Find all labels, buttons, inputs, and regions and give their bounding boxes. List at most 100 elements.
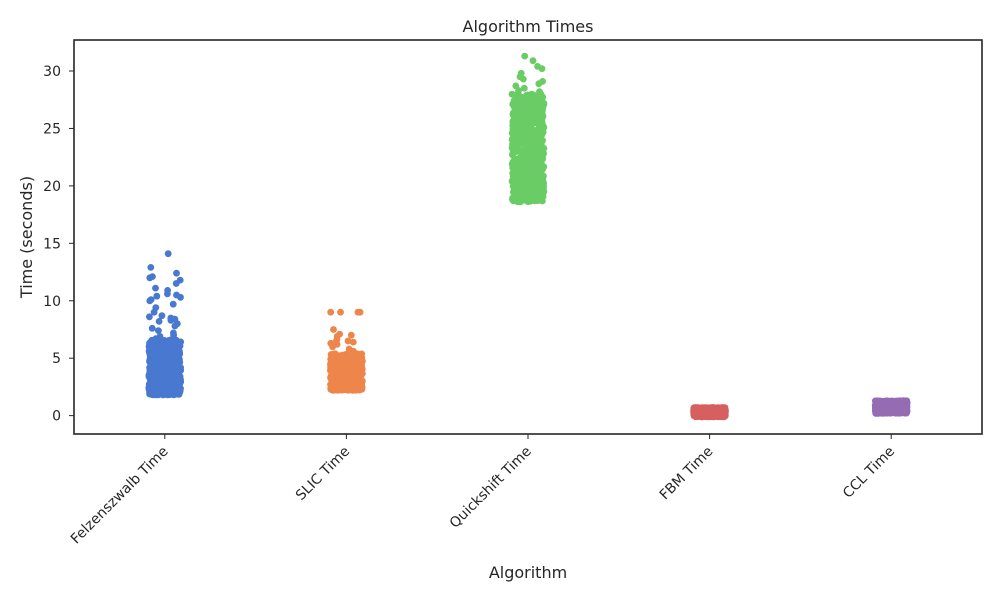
data-point (357, 351, 365, 358)
data-point (342, 372, 350, 380)
data-point (351, 361, 359, 368)
data-point (526, 124, 534, 132)
x-tick-label: Quickshift Time (447, 444, 535, 532)
data-point (518, 148, 525, 156)
data-point (162, 367, 169, 375)
data-point (169, 300, 177, 308)
data-point (711, 410, 719, 418)
data-point (329, 384, 337, 392)
data-point (512, 155, 519, 163)
data-point (146, 313, 153, 321)
data-point (166, 343, 174, 351)
data-point (529, 105, 537, 113)
data-point (160, 344, 168, 352)
data-point (173, 340, 181, 348)
data-point (328, 359, 336, 367)
data-point (164, 338, 172, 346)
data-point (175, 383, 182, 391)
data-point (146, 274, 154, 282)
data-point (158, 312, 166, 320)
data-point (538, 107, 546, 115)
data-point (897, 400, 905, 407)
data-point (145, 373, 153, 381)
data-point (521, 52, 529, 60)
data-point (338, 385, 345, 392)
data-point (523, 190, 530, 197)
data-point (523, 137, 531, 144)
data-point (529, 57, 537, 65)
data-point (147, 367, 155, 374)
data-point (177, 293, 184, 301)
data-point (336, 374, 343, 381)
data-point (539, 94, 546, 101)
y-tick-label: 15 (43, 236, 61, 252)
data-point (523, 93, 531, 100)
data-point (510, 186, 518, 194)
y-axis-ticks: 0 5 10 15 20 25 30 (43, 64, 74, 425)
data-point (164, 250, 172, 258)
data-point (337, 308, 344, 316)
data-point (152, 335, 160, 343)
points-layer (145, 52, 911, 421)
data-point (873, 404, 881, 412)
y-tick-label: 0 (52, 409, 61, 425)
data-point (520, 84, 528, 92)
data-point (511, 122, 519, 130)
data-point (539, 155, 547, 163)
data-point (157, 377, 164, 385)
data-point (164, 290, 171, 298)
data-point (514, 114, 522, 122)
data-point (146, 383, 154, 391)
x-tick-label: Felzenszwalb Time (68, 444, 172, 548)
data-point (173, 269, 180, 277)
data-point (330, 326, 337, 333)
data-point (358, 371, 366, 378)
data-point (510, 135, 517, 143)
data-point (174, 345, 182, 353)
data-point (522, 159, 530, 166)
data-point (508, 160, 516, 168)
data-point (329, 372, 337, 379)
data-point (353, 383, 361, 391)
data-point (337, 360, 344, 367)
data-point (357, 359, 365, 367)
chart-title: Algorithm Times (463, 17, 594, 36)
y-tick-label: 10 (43, 294, 61, 310)
data-point (880, 400, 888, 408)
data-point (163, 388, 170, 396)
data-point (331, 365, 339, 372)
data-point (331, 350, 339, 358)
data-point (871, 397, 879, 405)
data-point (147, 264, 155, 271)
y-tick-label: 30 (43, 64, 61, 80)
data-point (163, 379, 170, 386)
data-point (172, 280, 180, 287)
data-point (536, 88, 543, 96)
data-point (350, 347, 357, 355)
data-point (148, 324, 156, 332)
data-point (694, 407, 702, 414)
data-point (146, 340, 154, 347)
y-axis-label: Time (seconds) (17, 176, 36, 299)
data-point (152, 284, 159, 292)
data-point (170, 354, 178, 362)
x-axis-ticks: Felzenszwalb Time SLIC Time Quickshift Tim… (68, 434, 898, 547)
data-point (347, 331, 355, 339)
x-tick-label: CCL Time (840, 444, 898, 502)
data-point (167, 367, 175, 375)
data-point (539, 193, 547, 200)
data-point (508, 90, 516, 98)
data-point (167, 316, 175, 324)
data-point (517, 196, 525, 204)
data-point (523, 176, 531, 184)
data-point (342, 361, 350, 368)
data-point (515, 87, 522, 94)
data-point (153, 292, 161, 300)
x-tick-label: FBM Time (657, 444, 717, 504)
y-tick-label: 20 (43, 179, 61, 195)
data-point (540, 144, 548, 152)
data-point (155, 355, 163, 362)
data-point (153, 390, 161, 398)
data-point (147, 359, 154, 367)
